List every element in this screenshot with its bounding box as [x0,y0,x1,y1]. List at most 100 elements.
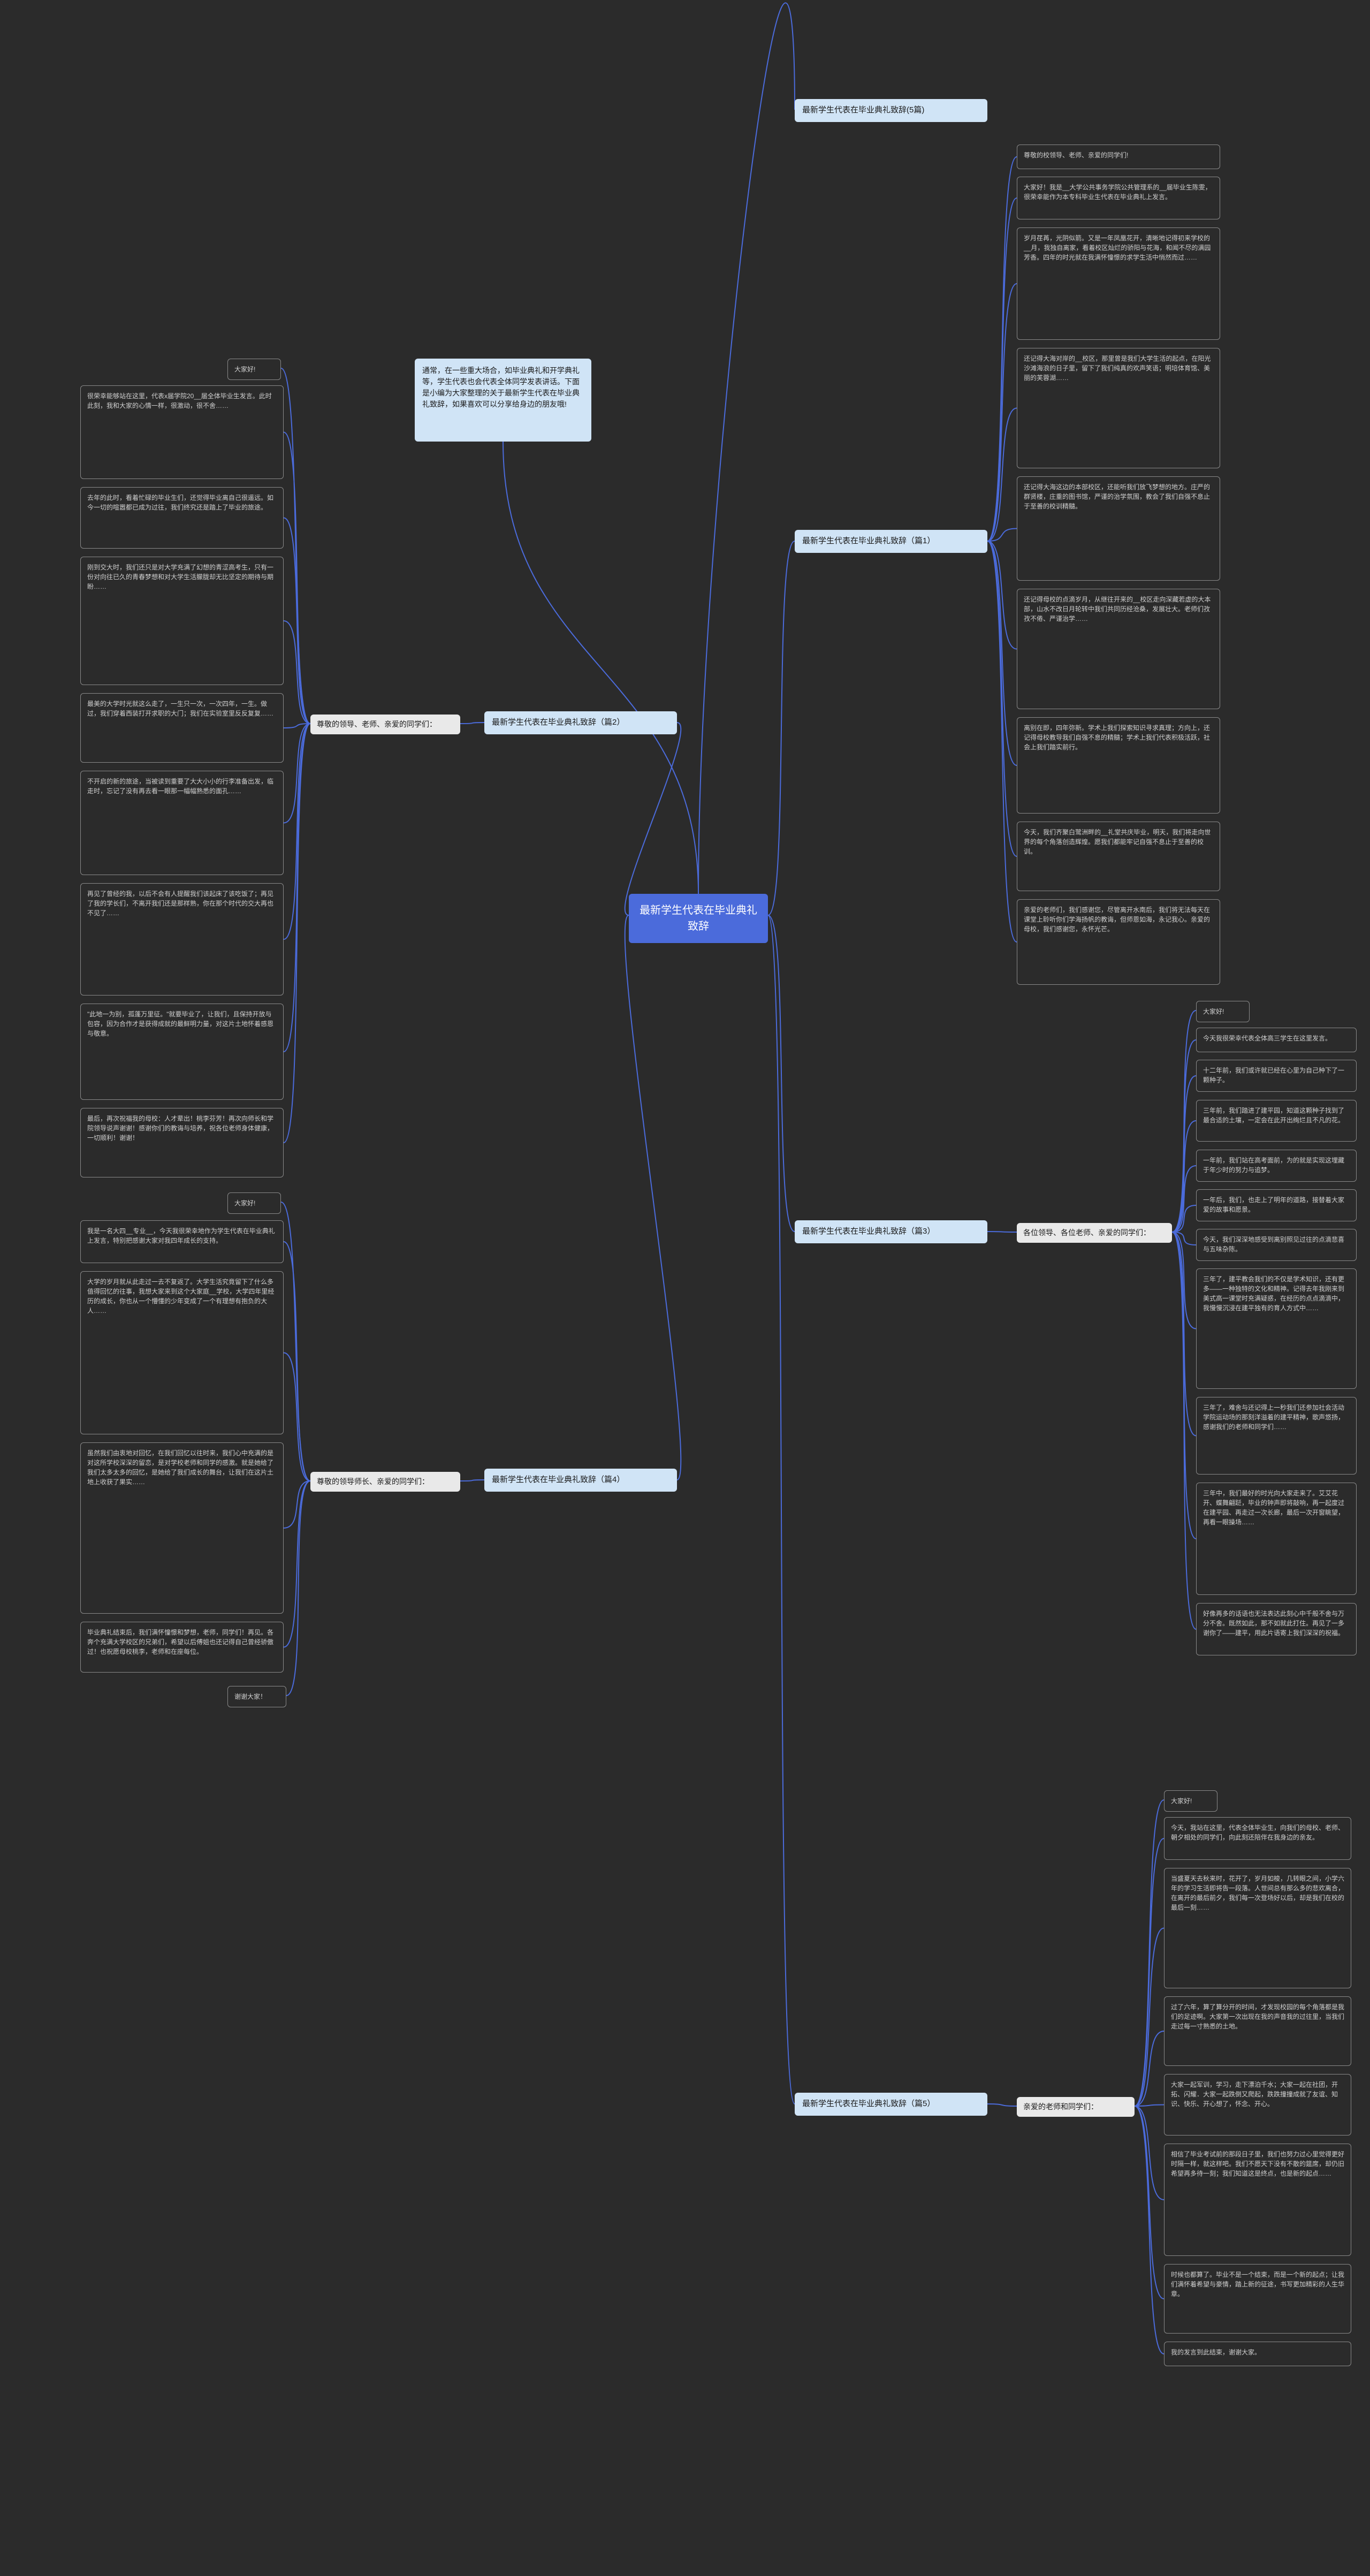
node-p5-6: 时候也都算了。毕业不是一个结束，而是一个新的起点；让我们满怀着希望与豪情，踏上新… [1164,2264,1351,2334]
node-p3-5: 一年后，我们，也走上了明年的道路，接替着大家爱的故事和愿景。 [1196,1189,1357,1221]
edge-p1-p1-9 [987,541,1017,942]
node-p2-2: 去年的此时，看着忙碌的毕业生们，还觉得毕业离自己很遥远。如今一切的喧嚣都已成为过… [80,487,284,549]
edge-p1-p1-5 [987,529,1017,542]
edge-root-top [698,3,795,894]
node-p3-1: 今天我很荣幸代表全体高三学生在这里发言。 [1196,1028,1357,1052]
edge-p3-sub-p3-8 [1172,1232,1196,1436]
edge-p4-sub-p4-2 [284,1353,310,1481]
node-p2: 最新学生代表在毕业典礼致辞（篇2） [484,711,677,734]
edge-p3-sub-p3-9 [1172,1232,1196,1539]
node-p2-7: "此地一为别，孤蓬万里征。"就要毕业了，让我们，且保持开放与包容，因为合作才是获… [80,1004,284,1100]
node-p2-8: 最后，再次祝福我的母校：人才辈出！桃李芬芳！再次向师长和学院领导说声谢谢！感谢你… [80,1108,284,1177]
edge-p5-sub-p5-4 [1135,2105,1164,2107]
edge-p2-sub-p2-0 [281,368,310,724]
node-p5-7: 我的发言到此结束，谢谢大家。 [1164,2342,1351,2366]
node-p1-4: 还记得大海对岸的__校区，那里曾是我们大学生活的起点，在阳光沙滩海浪的日子里，留… [1017,348,1220,468]
edge-p2-sub-p2-3 [284,621,310,724]
edge-p5-sub-p5-6 [1135,2106,1164,2299]
node-p5-0: 大家好! [1164,1790,1217,1812]
edge-p2-sub-p2-7 [284,724,310,1052]
edge-p4-sub-p4-0 [281,1202,310,1481]
node-p3-8: 三年了，难舍与还记得上一秒我们还参加社会活动学院运动场的那刻洋溢着的建平精神，歌… [1196,1397,1357,1475]
edge-p1-p1-3 [987,284,1017,541]
edge-p2-sub-p2-4 [284,724,310,728]
node-p4-2: 大学的岁月就从此走过一去不复返了。大学生活究竟留下了什么多值得回忆的往事，我想大… [80,1271,284,1434]
node-p5-3: 过了六年，算了算分开的时间，才发现校园的每个角落都是我们的足迹啊。大家第一次出现… [1164,1996,1351,2066]
edge-p5-p5-sub [987,2104,1017,2106]
edge-p3-sub-p3-0 [1172,1010,1196,1232]
node-p4-0: 大家好! [227,1192,281,1214]
node-p3-2: 十二年前，我们或许就已经在心里为自己种下了一颗种子。 [1196,1060,1357,1092]
node-p3-6: 今天，我们深深地感受到离别照见过往的点滴悲喜与五味杂陈。 [1196,1229,1357,1261]
edge-p2-sub-p2-5 [284,724,310,823]
node-p4-1: 我是一名大四__专业__，今天我很荣幸地作为学生代表在毕业典礼上发言，特别把感谢… [80,1220,284,1263]
node-p5-sub: 亲爱的老师和同学们： [1017,2097,1135,2117]
node-p1: 最新学生代表在毕业典礼致辞（篇1） [795,530,987,553]
edge-p5-sub-p5-2 [1135,1928,1164,2107]
edge-p2-sub-p2-2 [284,518,310,724]
edge-p2-sub-p2-8 [284,724,310,1143]
node-p1-5: 还记得大海这边的本部校区，还能听我们放飞梦想的地方。庄严的群贤楼，庄重的图书馆，… [1017,476,1220,581]
node-p3-0: 大家好! [1196,1001,1250,1022]
edge-p1-p1-2 [987,198,1017,541]
edge-root-p5 [768,915,795,2104]
node-p2-4: 最美的大学时光就这么走了，一生只一次，一次四年，一生。做过，我们穿着西装打开求职… [80,693,284,763]
node-p1-6: 还记得母校的点滴岁月，从继往开来的__校区走向深藏若虚的大本部，山水不改日月轮转… [1017,589,1220,709]
edge-root-p3 [768,915,795,1232]
node-p3-3: 三年前，我们踏进了建平园，知道这颗种子找到了最合适的土壤，一定会在此开出绚烂且不… [1196,1100,1357,1142]
edge-p5-sub-p5-3 [1135,2031,1164,2106]
node-p3-4: 一年前，我们站在高考面前，为的就是实现这埋藏于年少时的努力与追梦。 [1196,1150,1357,1182]
node-p4-3: 虽然我们由衷地对回忆，在我们回忆以往时来，我们心中充满的是对这所学校深深的留恋，… [80,1442,284,1614]
node-p1-1: 尊敬的校领导、老师、亲爱的同学们! [1017,145,1220,169]
edge-p3-sub-p3-10 [1172,1232,1196,1629]
edge-p3-sub-p3-7 [1172,1232,1196,1329]
node-p1-8: 今天，我们齐聚白鹭洲畔的__礼堂共庆毕业，明天，我们将走向世界的每个角落创造辉煌… [1017,822,1220,891]
edge-p2-p2-sub [460,723,484,724]
node-top: 最新学生代表在毕业典礼致辞(5篇) [795,99,987,122]
node-p3-7: 三年了，建平教会我们的不仅是学术知识，还有更多——一种独特的文化和精神。记得去年… [1196,1268,1357,1389]
edge-p4-sub-p4-3 [284,1481,310,1528]
edge-root-p4 [625,915,681,1480]
edge-p4-sub-p4-4 [284,1481,310,1647]
edge-p5-sub-p5-5 [1135,2106,1164,2200]
node-p1-7: 离别在即，四年弥新。学术上我们探索知识寻求真理；方向上，还记得母校教导我们自强不… [1017,717,1220,814]
edge-p3-sub-p3-4 [1172,1166,1196,1232]
node-p3: 最新学生代表在毕业典礼致辞（篇3） [795,1220,987,1243]
edge-p5-sub-p5-0 [1135,1800,1164,2106]
edge-p2-sub-p2-1 [284,432,310,724]
edge-root-p1 [768,541,795,915]
edge-p5-sub-p5-7 [1135,2106,1164,2354]
edge-p4-p4-sub [460,1480,484,1481]
edge-p3-sub-p3-2 [1172,1076,1196,1232]
node-p5-1: 今天，我站在这里，代表全体毕业生，向我们的母校、老师、朝夕相处的同学们，向此刻还… [1164,1817,1351,1860]
node-p2-5: 不开启的新的旅途，当被读到重要了大大小小的行李准备出发，临走时，忘记了没有再去看… [80,771,284,875]
node-p4-4: 毕业典礼结束后，我们满怀憧憬和梦想，老师，同学们！再见。各奔个充满大学校区的兄弟… [80,1622,284,1673]
node-p3-9: 三年中，我们最好的时光向大家走来了。艾艾花开、蝶舞翩跹，毕业的钟声即将敲响，再一… [1196,1483,1357,1595]
edge-p1-p1-6 [987,541,1017,649]
node-p1-2: 大家好！我是__大学公共事务学院公共管理系的__届毕业生陈雯，很荣幸能作为本专科… [1017,177,1220,219]
node-p3-10: 好像再多的话语也无法表达此刻心中千般不舍与万分不舍。既然如此，那不如就此打住。再… [1196,1603,1357,1655]
edge-p3-sub-p3-5 [1172,1205,1196,1232]
node-p2-0: 大家好! [227,359,281,380]
edge-p3-sub-p3-1 [1172,1040,1196,1232]
edge-root-p2 [625,723,681,915]
edge-root-intro [503,442,698,894]
edge-p4-sub-p4-5 [286,1481,310,1696]
node-p5-5: 相信了毕业考试前的那段日子里，我们也努力过心里觉得更好时隔一样，就这样吧。我们不… [1164,2144,1351,2256]
edge-p5-sub-p5-1 [1135,1838,1164,2106]
node-p2-1: 很荣幸能够站在这里，代表x届学院20__届全体毕业生发言。此时此刻，我和大家的心… [80,385,284,479]
edge-p1-p1-8 [987,541,1017,856]
edge-p4-sub-p4-1 [284,1242,310,1481]
node-intro: 通常，在一些重大场合，如毕业典礼和开学典礼等，学生代表也会代表全体同学发表讲话。… [415,359,591,442]
node-p4-sub: 尊敬的领导师长、亲爱的同学们： [310,1472,460,1492]
node-p1-3: 岁月荏苒，光阴似箭。又是一年凤凰花开，清晰地记得初来学校的__月，我独自离家，看… [1017,227,1220,340]
node-p5-2: 当盛夏天去秋来时，花开了，岁月如梭，几转眼之间，小学六年的学习生活即将告一段落。… [1164,1868,1351,1988]
edge-p3-sub-p3-6 [1172,1232,1196,1245]
node-p3-sub: 各位领导、各位老师、亲爱的同学们： [1017,1223,1172,1243]
mindmap-canvas: 最新学生代表在毕业典礼致辞通常，在一些重大场合，如毕业典礼和开学典礼等，学生代表… [0,0,1370,2576]
node-p4-5: 谢谢大家！ [227,1686,286,1707]
node-p2-6: 再见了曾经的我，以后不会有人提醒我们该起床了该吃饭了；再见了我的学长们，不离开我… [80,883,284,996]
node-p2-sub: 尊敬的领导、老师、亲爱的同学们： [310,715,460,734]
node-p5: 最新学生代表在毕业典礼致辞（篇5） [795,2093,987,2116]
edge-p3-sub-p3-3 [1172,1121,1196,1232]
